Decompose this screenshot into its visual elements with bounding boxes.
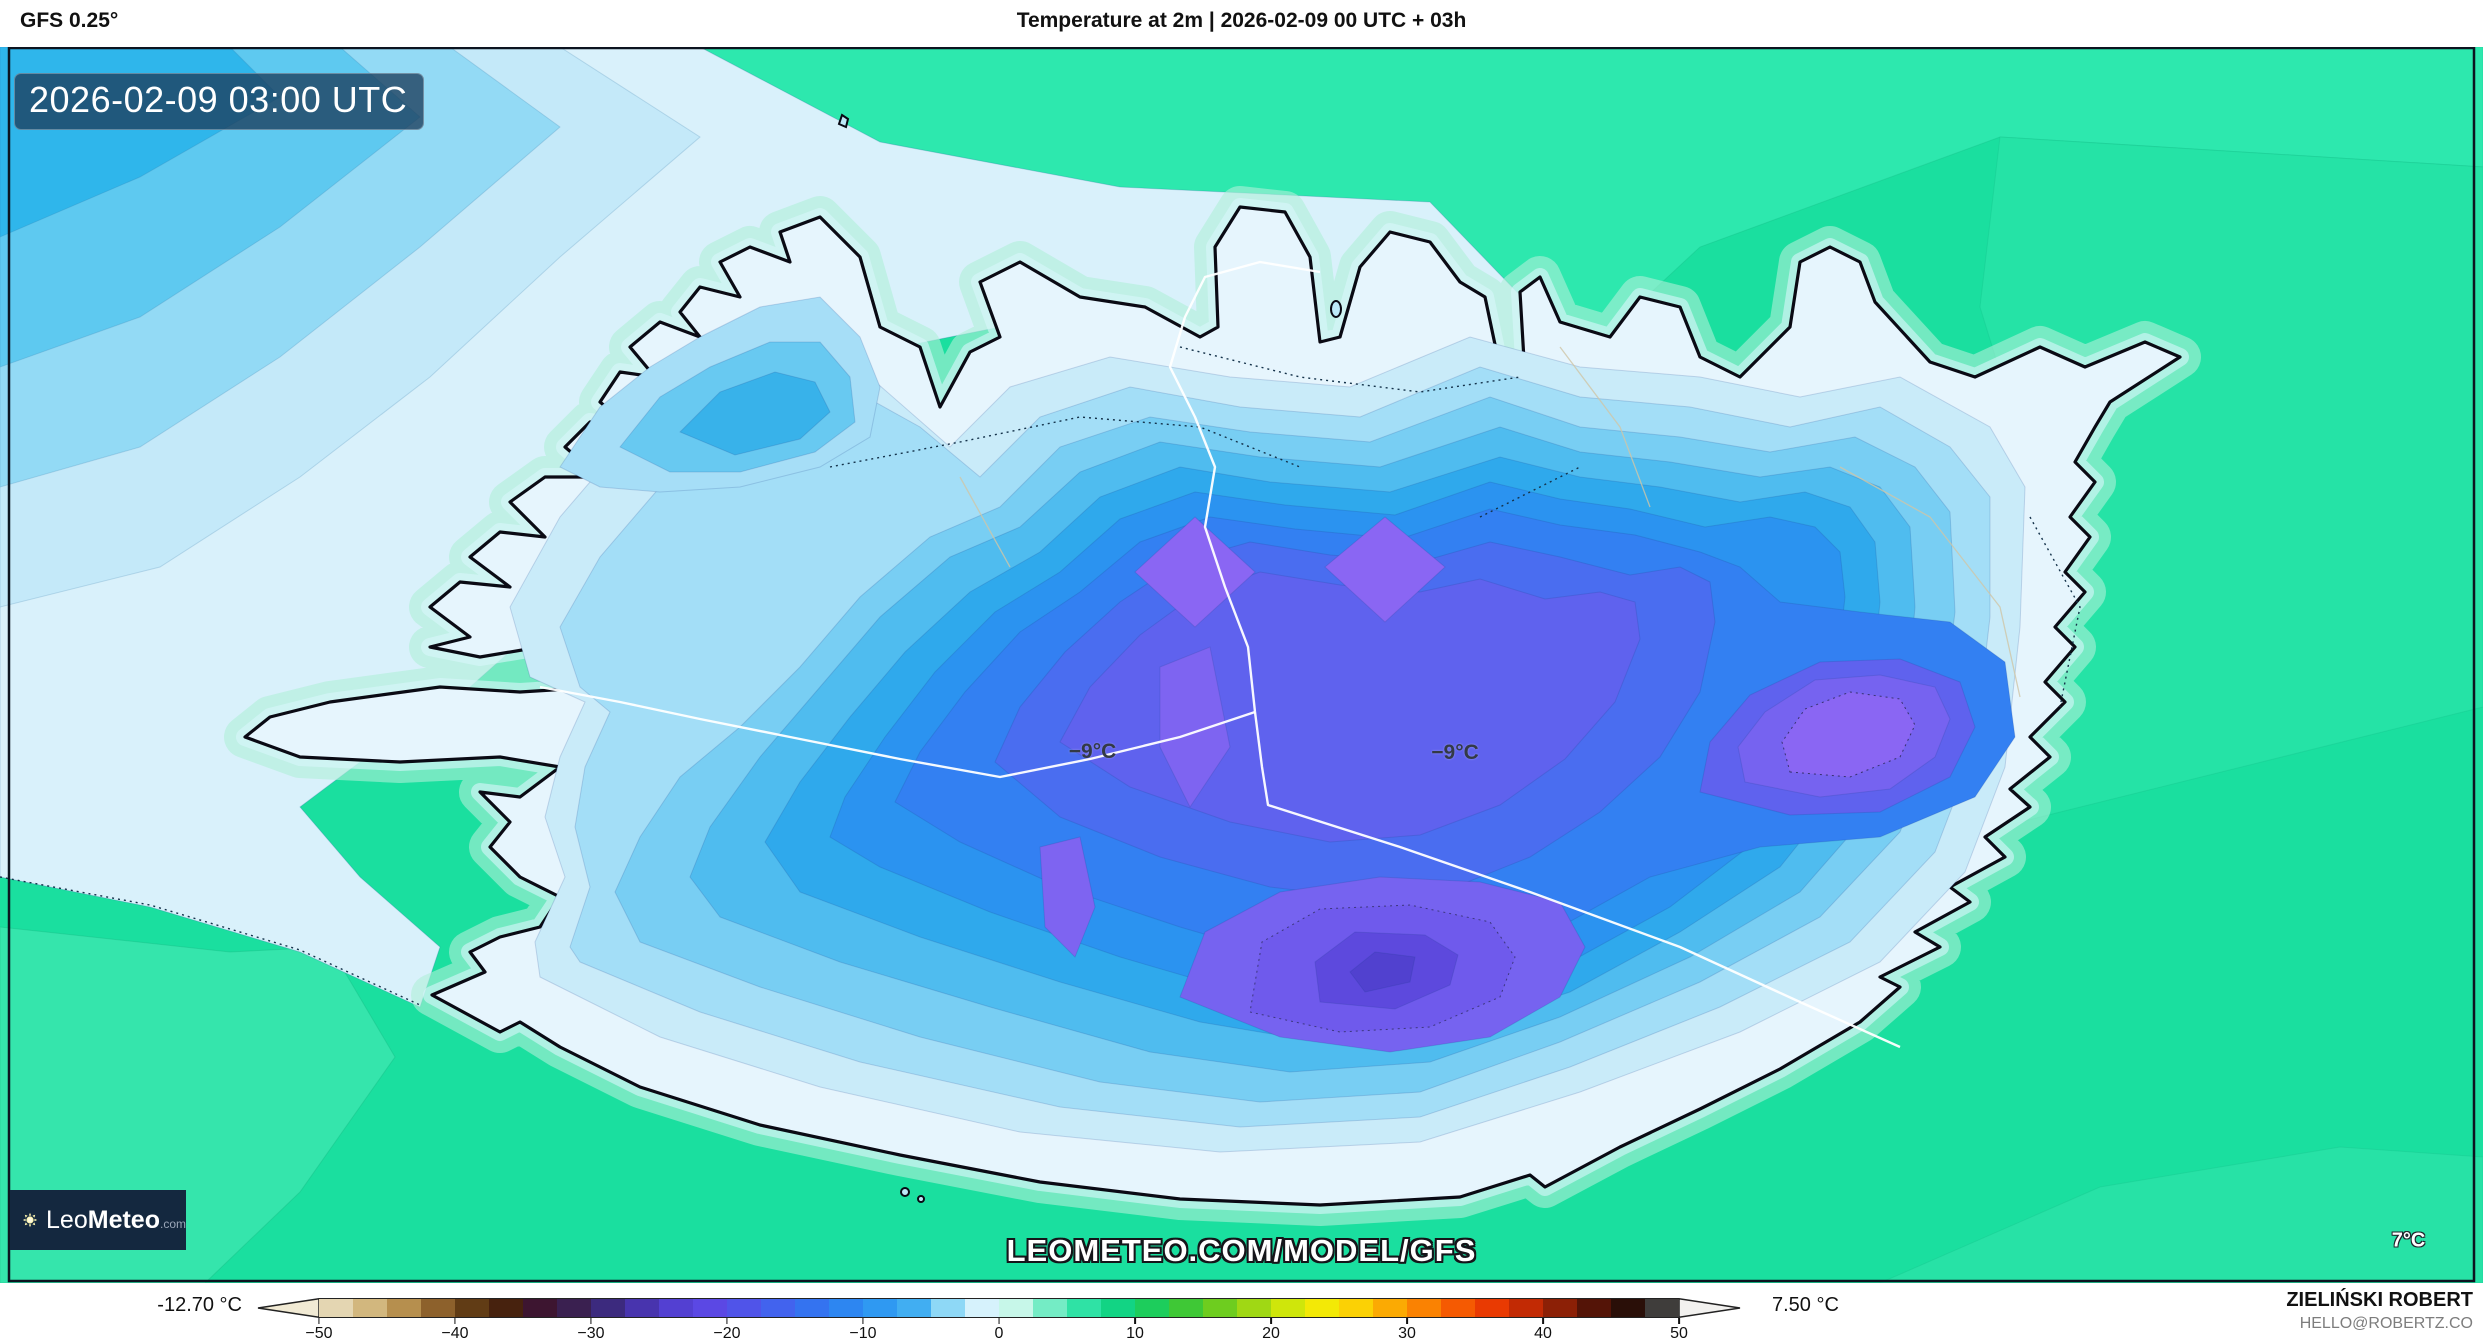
colorbar-tick: 50 bbox=[1670, 1318, 1688, 1338]
colorbar-tick: −10 bbox=[849, 1318, 877, 1338]
watermark: LEOMETEO.COM/MODEL/GFS bbox=[1006, 1233, 1477, 1268]
colorbar bbox=[257, 1298, 1741, 1318]
colorbar-gradient bbox=[319, 1298, 1679, 1318]
temperature-label: −9°C bbox=[1431, 740, 1479, 764]
timestamp-overlay: 2026-02-09 03:00 UTC bbox=[14, 73, 425, 130]
top-bar: GFS 0.25° Temperature at 2m | 2026-02-09… bbox=[0, 0, 2483, 47]
temperature-label: 7°C bbox=[2391, 1229, 2426, 1252]
model-label: GFS 0.25° bbox=[20, 9, 119, 32]
colorbar-max-label: 7.50 °C bbox=[1772, 1294, 1839, 1316]
footer-bar: -12.70 °C −50 −40 −30 −20 −10 0 10 20 30 40 50 7.5… bbox=[0, 1283, 2483, 1338]
leometeo-logo: LeoMeteo.com bbox=[10, 1190, 186, 1250]
colorbar-tick: 0 bbox=[995, 1318, 1003, 1338]
sun-icon bbox=[22, 1212, 38, 1228]
colorbar-tick: −40 bbox=[441, 1318, 469, 1338]
colorbar-tick: 30 bbox=[1398, 1318, 1416, 1338]
colorbar-tick: 10 bbox=[1126, 1318, 1144, 1338]
colorbar-tick: −30 bbox=[577, 1318, 605, 1338]
colorbar-tick: 20 bbox=[1262, 1318, 1280, 1338]
colorbar-tick: −50 bbox=[305, 1318, 333, 1338]
colorbar-right-arrow bbox=[1679, 1298, 1741, 1318]
colorbar-min-label: -12.70 °C bbox=[157, 1294, 242, 1316]
page-title: Temperature at 2m | 2026-02-09 00 UTC + … bbox=[1016, 9, 1467, 32]
temperature-label: −9°C bbox=[1068, 739, 1117, 763]
colorbar-tick: −20 bbox=[713, 1318, 741, 1338]
credit-block: ZIELIŃSKI ROBERT HELLO@ROBERTZ.CO bbox=[2286, 1289, 2473, 1333]
author-name: ZIELIŃSKI ROBERT bbox=[2286, 1289, 2473, 1311]
colorbar-tick: 40 bbox=[1534, 1318, 1552, 1338]
map-canvas: 2026-02-09 03:00 UTC LeoMeteo.com LEOMET… bbox=[0, 47, 2483, 1283]
colorbar-left-arrow bbox=[257, 1298, 319, 1318]
temperature-map bbox=[0, 47, 2483, 1283]
logo-text: LeoMeteo.com bbox=[46, 1205, 186, 1234]
colorbar-ticks: −50 −40 −30 −20 −10 0 10 20 30 40 50 bbox=[305, 1318, 1688, 1338]
author-contact: HELLO@ROBERTZ.CO bbox=[2299, 1315, 2473, 1332]
